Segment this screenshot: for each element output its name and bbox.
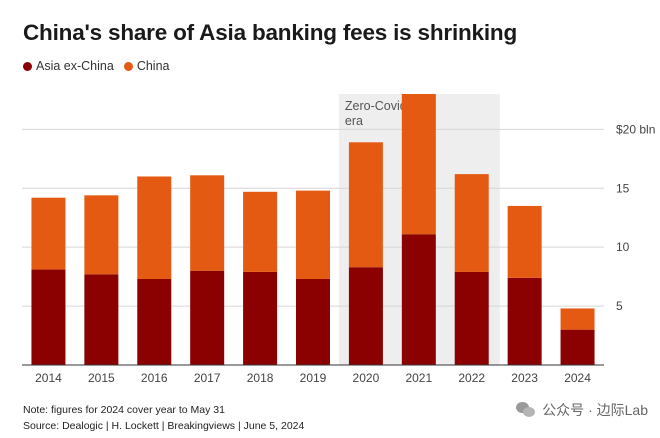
x-tick-label: 2018 bbox=[247, 371, 274, 385]
legend-swatch-china bbox=[123, 61, 133, 71]
bar-asia-ex-china-2017 bbox=[190, 270, 225, 365]
y-tick-label: $20 bln bbox=[616, 122, 655, 136]
y-tick-label: 10 bbox=[616, 240, 630, 254]
bar-china-2014 bbox=[31, 197, 66, 270]
bar-china-2023 bbox=[507, 205, 542, 278]
legend-swatch-asia-ex-china bbox=[23, 61, 32, 71]
x-tick-label: 2022 bbox=[458, 371, 485, 385]
legend-label-asia-ex-china: Asia ex-China bbox=[36, 59, 114, 73]
y-tick-label: 15 bbox=[616, 181, 630, 195]
bar-asia-ex-china-2018 bbox=[243, 271, 278, 365]
legend-item-china: China bbox=[123, 59, 170, 73]
shaded-region-label-line: era bbox=[345, 114, 363, 128]
bar-china-2017 bbox=[190, 175, 225, 271]
footnote: Note: figures for 2024 cover year to May… bbox=[23, 404, 225, 416]
y-tick-label: 5 bbox=[616, 299, 623, 313]
bar-asia-ex-china-2020 bbox=[348, 267, 383, 365]
bar-asia-ex-china-2024 bbox=[560, 329, 595, 365]
bar-china-2016 bbox=[137, 176, 172, 279]
watermark: 公众号 · 边际Lab bbox=[516, 400, 648, 420]
bar-china-2024 bbox=[560, 308, 595, 330]
watermark-text: 公众号 · 边际Lab bbox=[542, 402, 648, 418]
bar-asia-ex-china-2019 bbox=[296, 278, 330, 365]
bar-china-2021 bbox=[401, 94, 436, 235]
bar-china-2018 bbox=[243, 191, 278, 272]
x-tick-label: 2016 bbox=[141, 371, 168, 385]
chart-title: China's share of Asia banking fees is sh… bbox=[23, 20, 518, 45]
bar-asia-ex-china-2015 bbox=[84, 274, 119, 365]
bar-asia-ex-china-2016 bbox=[137, 278, 172, 365]
x-tick-label: 2020 bbox=[353, 371, 380, 385]
bar-china-2022 bbox=[454, 174, 489, 272]
x-tick-label: 2024 bbox=[564, 371, 591, 385]
bar-asia-ex-china-2014 bbox=[31, 269, 66, 365]
bar-china-2015 bbox=[84, 195, 119, 275]
bar-asia-ex-china-2023 bbox=[507, 277, 542, 365]
shaded-region-label-line: Zero-Covid bbox=[345, 99, 407, 113]
x-tick-label: 2021 bbox=[405, 371, 432, 385]
bar-asia-ex-china-2021 bbox=[401, 234, 436, 365]
bar-china-2019 bbox=[296, 190, 330, 279]
bar-asia-ex-china-2022 bbox=[454, 271, 489, 365]
x-tick-label: 2015 bbox=[88, 371, 115, 385]
chart-legend: Asia ex-China China bbox=[23, 59, 180, 73]
x-tick-label: 2023 bbox=[511, 371, 538, 385]
x-tick-label: 2019 bbox=[300, 371, 327, 385]
legend-label-china: China bbox=[136, 59, 170, 73]
bar-china-2020 bbox=[348, 142, 383, 268]
x-tick-label: 2017 bbox=[194, 371, 221, 385]
x-tick-label: 2014 bbox=[35, 371, 62, 385]
wechat-icon bbox=[516, 402, 536, 418]
source-line: Source: Dealogic | H. Lockett | Breaking… bbox=[23, 420, 305, 432]
legend-item-asia-ex-china: Asia ex-China bbox=[23, 59, 114, 73]
